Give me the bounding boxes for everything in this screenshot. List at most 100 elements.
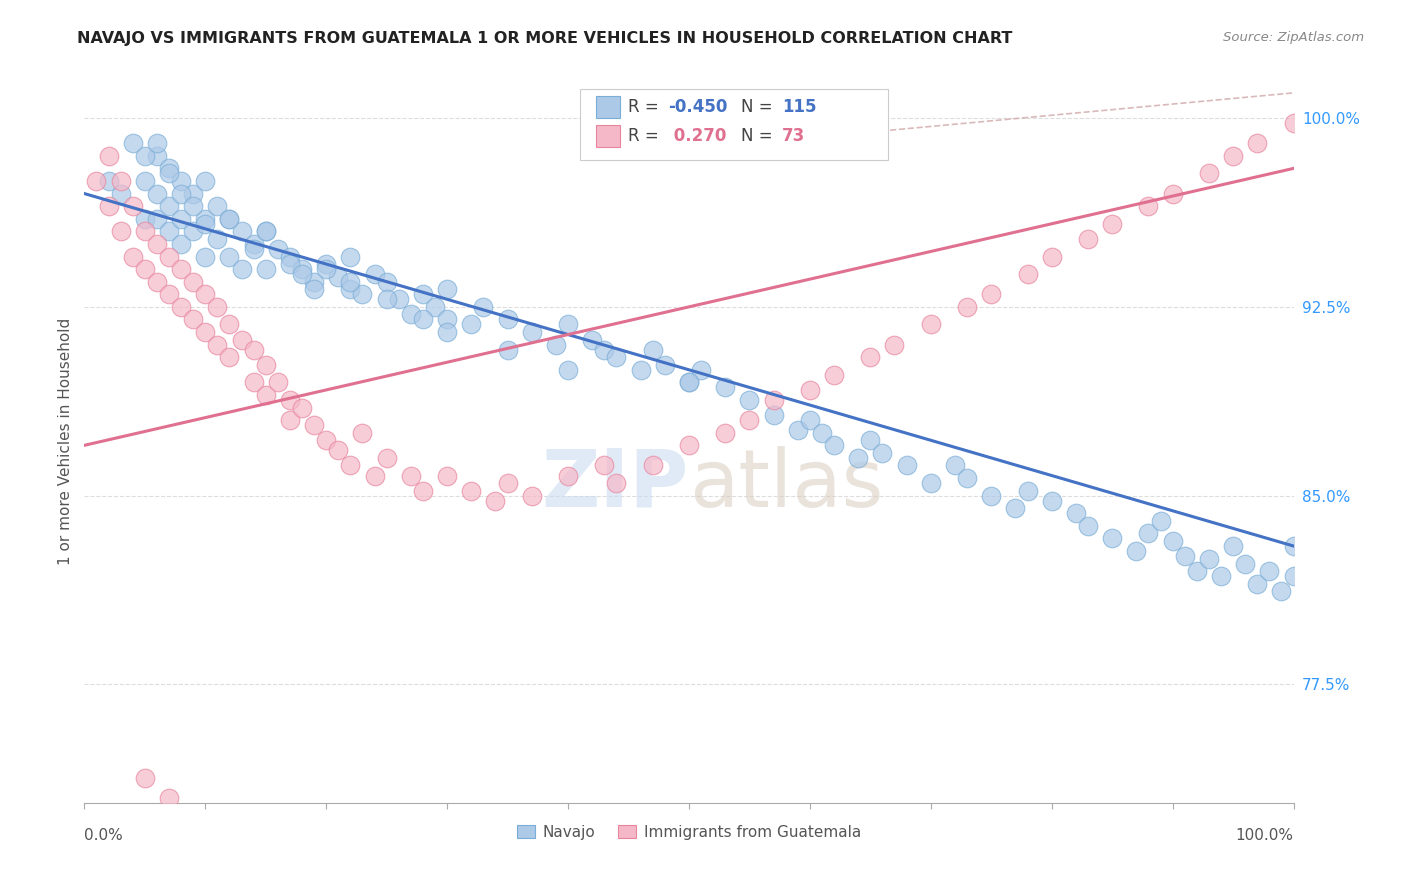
Point <box>1174 549 1197 563</box>
Point <box>170 300 193 314</box>
Text: ZIP: ZIP <box>541 446 689 524</box>
Text: N =: N = <box>741 127 778 145</box>
Point <box>1101 532 1123 546</box>
Text: Source: ZipAtlas.com: Source: ZipAtlas.com <box>1223 31 1364 45</box>
Point <box>207 300 229 314</box>
Point <box>859 350 882 364</box>
Point <box>375 275 398 289</box>
Point <box>388 293 411 307</box>
Point <box>146 211 169 226</box>
Point <box>1064 506 1087 520</box>
Point <box>97 199 120 213</box>
Point <box>1209 569 1232 583</box>
Point <box>86 174 108 188</box>
Point <box>207 232 229 246</box>
Point <box>738 392 761 407</box>
Point <box>134 174 156 188</box>
Point <box>412 312 434 326</box>
Point <box>328 269 350 284</box>
Point <box>242 376 264 390</box>
Point <box>242 343 264 357</box>
Point <box>920 318 942 332</box>
Point <box>315 257 337 271</box>
Point <box>641 458 664 473</box>
Point <box>170 262 193 277</box>
Point <box>278 250 301 264</box>
Point <box>1282 569 1305 583</box>
Point <box>1246 576 1268 591</box>
Point <box>121 250 143 264</box>
Point <box>1222 539 1244 553</box>
Point <box>436 282 458 296</box>
Point <box>846 450 869 465</box>
Point <box>1258 564 1281 578</box>
Point <box>714 380 737 394</box>
Point <box>194 287 217 301</box>
Point <box>218 211 240 226</box>
Point <box>714 425 737 440</box>
Point <box>218 250 240 264</box>
Point <box>412 287 434 301</box>
Point <box>328 443 350 458</box>
Point <box>496 476 519 491</box>
Point <box>1017 483 1039 498</box>
Text: R =: R = <box>628 127 665 145</box>
Point <box>121 199 143 213</box>
Point <box>352 425 374 440</box>
Point <box>207 199 229 213</box>
Point <box>896 458 918 473</box>
Point <box>460 483 482 498</box>
Point <box>859 434 882 448</box>
Point <box>218 318 240 332</box>
Point <box>1040 493 1063 508</box>
Point <box>799 413 821 427</box>
Point <box>678 438 700 452</box>
Point <box>146 275 169 289</box>
Point <box>472 300 495 314</box>
Point <box>1185 564 1208 578</box>
Point <box>1077 232 1099 246</box>
Point <box>980 489 1002 503</box>
Point <box>1198 166 1220 180</box>
Point <box>956 300 979 314</box>
Point <box>678 376 700 390</box>
Point <box>520 489 543 503</box>
Point <box>557 468 579 483</box>
Point <box>811 425 834 440</box>
Point <box>412 483 434 498</box>
Point <box>157 250 180 264</box>
Point <box>678 376 700 390</box>
Point <box>339 458 361 473</box>
Point <box>436 325 458 339</box>
Point <box>315 434 337 448</box>
Point <box>146 186 169 201</box>
Point <box>254 224 277 238</box>
Point <box>134 262 156 277</box>
Point <box>980 287 1002 301</box>
Point <box>436 468 458 483</box>
Point <box>1125 544 1147 558</box>
Point <box>97 174 120 188</box>
Point <box>544 337 567 351</box>
Point <box>110 174 132 188</box>
Text: NAVAJO VS IMMIGRANTS FROM GUATEMALA 1 OR MORE VEHICLES IN HOUSEHOLD CORRELATION : NAVAJO VS IMMIGRANTS FROM GUATEMALA 1 OR… <box>77 31 1012 46</box>
Point <box>110 224 132 238</box>
Point <box>254 358 277 372</box>
Point <box>278 413 301 427</box>
FancyBboxPatch shape <box>596 125 620 147</box>
Point <box>134 211 156 226</box>
Point <box>363 267 385 281</box>
Point <box>605 476 627 491</box>
Point <box>218 211 240 226</box>
Point <box>496 312 519 326</box>
Point <box>943 458 966 473</box>
Point <box>194 174 217 188</box>
Point <box>194 250 217 264</box>
Point <box>194 211 217 226</box>
Point <box>823 438 845 452</box>
Point <box>1137 199 1160 213</box>
Point <box>170 211 193 226</box>
Point <box>1137 526 1160 541</box>
Text: atlas: atlas <box>689 446 883 524</box>
Text: 0.0%: 0.0% <box>84 828 124 843</box>
